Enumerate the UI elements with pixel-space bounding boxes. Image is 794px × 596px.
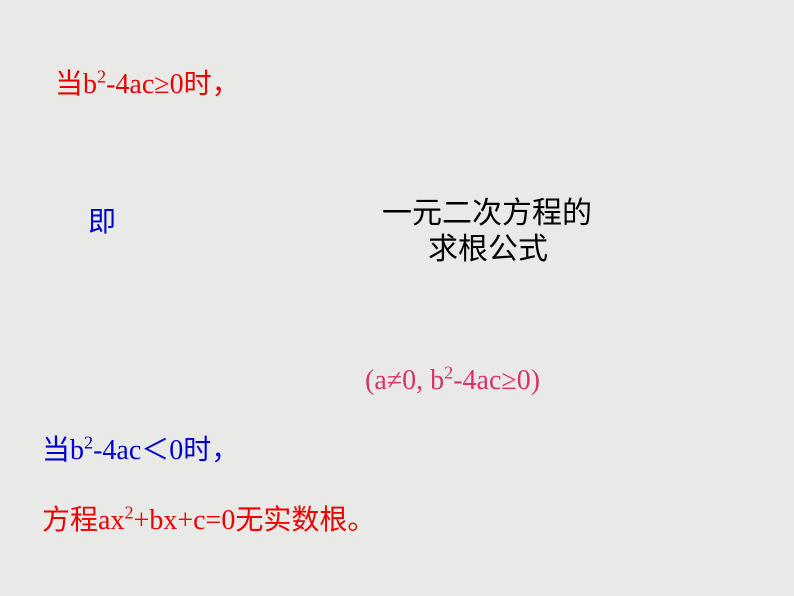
text-part: -4ac＜0时， bbox=[93, 435, 239, 466]
line-no-real-root: 方程ax2+bx+c=0无实数根。 bbox=[42, 504, 375, 538]
text-part: +bx+c=0无实数根。 bbox=[134, 505, 376, 536]
superscript: 2 bbox=[444, 363, 453, 383]
title-line-2: 求根公式 bbox=[428, 232, 548, 268]
text-part: 当b bbox=[55, 69, 97, 100]
text-part: -4ac≥0时， bbox=[106, 69, 240, 100]
text-part: 当b bbox=[42, 435, 84, 466]
text-part: (a≠0, b bbox=[365, 365, 444, 396]
superscript: 2 bbox=[84, 433, 93, 453]
text-part: 方程ax bbox=[42, 505, 124, 536]
condition: (a≠0, b2-4ac≥0) bbox=[365, 364, 540, 398]
superscript: 2 bbox=[97, 67, 106, 87]
line-discriminant-neg: 当b2-4ac＜0时， bbox=[42, 434, 239, 468]
line-discriminant-nonneg: 当b2-4ac≥0时， bbox=[55, 68, 240, 102]
title-line-1: 一元二次方程的 bbox=[382, 196, 592, 232]
superscript: 2 bbox=[124, 503, 133, 523]
text-part: -4ac≥0) bbox=[453, 365, 540, 396]
line-ji: 即 bbox=[88, 206, 116, 240]
